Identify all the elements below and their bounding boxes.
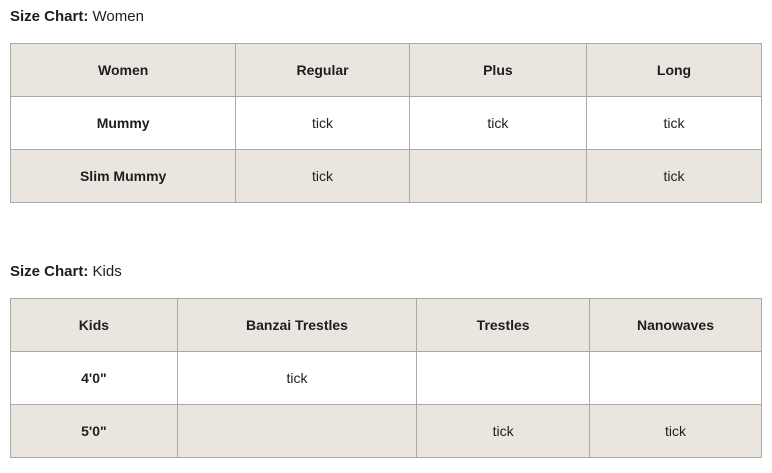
table-cell [589,351,762,405]
table-cell: tick [408,96,588,150]
table-cell: tick [416,404,590,458]
women-section-title: Size Chart: Women [10,8,762,26]
column-header: Plus [408,43,588,97]
row-header: Mummy [9,96,237,150]
column-header: Nanowaves [589,298,762,352]
table-cell [416,351,590,405]
women-size-table: Women Regular Plus Long Mummy tick tick … [9,43,762,203]
table-cell: tick [586,149,762,203]
table-row: 5'0" tick tick [10,404,762,458]
size-chart-category: Kids [92,263,122,280]
size-chart-label: Size Chart: [10,8,89,25]
women-header-row: Women Regular Plus Long [9,43,762,97]
table-cell: tick [235,149,410,203]
row-header: Slim Mummy [9,149,237,203]
size-chart-label: Size Chart: [10,263,89,280]
kids-size-chart-section: Size Chart: Kids Kids Banzai Trestles Tr… [10,263,762,458]
kids-header-row: Kids Banzai Trestles Trestles Nanowaves [10,298,762,352]
table-cell [176,404,418,458]
table-row: 4'0" tick [10,351,762,405]
row-header: 4'0" [10,351,178,405]
table-cell [408,149,588,203]
table-row: Mummy tick tick tick [9,96,762,150]
column-header: Long [586,43,762,97]
column-header: Women [9,43,237,97]
column-header: Regular [235,43,410,97]
table-row: Slim Mummy tick tick [9,149,762,203]
column-header: Trestles [416,298,590,352]
kids-size-table: Kids Banzai Trestles Trestles Nanowaves … [10,298,762,458]
size-chart-category: Women [92,8,144,25]
column-header: Kids [10,298,178,352]
table-cell: tick [235,96,410,150]
table-cell: tick [589,404,762,458]
women-size-chart-section: Size Chart: Women Women Regular Plus Lon… [9,8,762,203]
column-header: Banzai Trestles [176,298,418,352]
table-cell: tick [586,96,762,150]
row-header: 5'0" [10,404,178,458]
table-cell: tick [176,351,418,405]
kids-section-title: Size Chart: Kids [10,263,762,281]
